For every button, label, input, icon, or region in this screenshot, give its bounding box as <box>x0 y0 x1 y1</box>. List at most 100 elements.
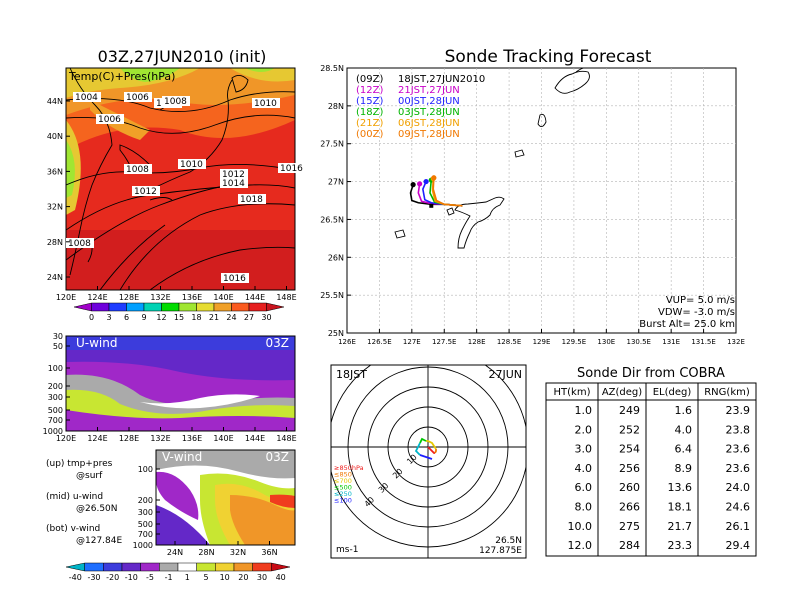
tracking-lon-tick-label: 129E <box>533 338 551 346</box>
table-cell: 29.4 <box>726 539 751 552</box>
sonde-parameters: VUP= 5.0 m/s VDW= -3.0 m/s Burst Alt= 25… <box>639 295 735 330</box>
isobar-label-bg <box>162 96 190 106</box>
table-cell: 266 <box>619 501 640 514</box>
hodograph-level-legend: ≥850hPa≤850≤700≤500≤250≤100 <box>334 464 364 505</box>
temp-colorbar-swatch <box>73 302 92 312</box>
temp-colorbar-label: 3 <box>106 313 111 322</box>
tracking-lat-tick-label: 28.5N <box>320 64 344 73</box>
tracking-legend-text: 21JST,27JUN <box>398 85 460 96</box>
isobar-label: 1008 <box>124 164 152 175</box>
uwind-frame <box>65 335 296 432</box>
table-cell: 23.3 <box>668 539 693 552</box>
map-title: 03Z,27JUN2010 (init) <box>98 47 267 66</box>
temp-colorbar-label: 0 <box>89 313 94 322</box>
wind-colorbar-label: -10 <box>125 573 138 582</box>
uwind-pressure-tick-label: 1000 <box>43 427 63 436</box>
table-cell: 1.6 <box>675 404 693 417</box>
isobar-label: 1008 <box>66 238 94 249</box>
temperature-colorbar: 0 3 6 9 12 15 18 21 24 27 30 <box>73 302 285 322</box>
tracking-lon-ticks: 126E 126.5E 127E 127.5E 128E 128.5E 129E 129.5E… <box>338 329 745 346</box>
vwind-pressure-tick-label: 200 <box>138 496 153 505</box>
isobar-label-bg <box>221 273 249 283</box>
temp-colorbar-swatch <box>178 302 197 312</box>
isobar-label-bg <box>238 194 266 204</box>
wind-colorbar-label: -5 <box>146 573 154 582</box>
tracking-lat-tick-label: 27.5N <box>320 140 344 149</box>
tracking-legend-text: 09JST,28JUN <box>398 129 460 140</box>
vwind-pressure-tick-label: 100 <box>138 465 153 474</box>
uwind-time: 03Z <box>266 336 290 350</box>
table-cell: 23.8 <box>726 423 751 436</box>
table-cell: 13.6 <box>668 481 693 494</box>
table-cell: 254 <box>619 443 640 456</box>
table-cell: 4.0 <box>675 423 693 436</box>
tracking-lat-tick-label: 27N <box>328 178 344 187</box>
table-frame <box>545 382 757 557</box>
hodograph-segment <box>427 446 435 454</box>
trajectory-end-point <box>410 182 416 188</box>
map-lon-tick-label: 136E <box>182 293 202 302</box>
table-cell: 21.7 <box>668 520 693 533</box>
uwind-field <box>66 336 295 431</box>
vup-value: VUP= 5.0 m/s <box>666 295 735 306</box>
isobar-label-bg <box>132 186 160 196</box>
table-cell: 1.0 <box>575 404 593 417</box>
uwind-lon-ticks: 120E 124E 128E 132E 136E 140E 144E 148E <box>56 427 297 443</box>
table-cell: 23.9 <box>726 404 751 417</box>
temp-colorbar-swatch <box>91 302 110 312</box>
table-cell: 23.6 <box>726 462 751 475</box>
tracking-lon-tick-label: 128.5E <box>497 338 521 346</box>
wind-colorbar-label: 1 <box>185 573 190 582</box>
hodograph-time: 18JST <box>336 368 367 381</box>
trajectory-end-point <box>431 175 437 181</box>
table-cell: 252 <box>619 423 640 436</box>
isobar-label-bg <box>252 98 280 108</box>
isobar-label: 1010 <box>252 98 280 109</box>
tracking-lon-tick-label: 126E <box>338 338 356 346</box>
map-lat-tick-label: 28N <box>47 238 63 247</box>
map-lon-ticks: 120E 124E 128E 132E 136E 140E 144E 148E <box>56 286 297 302</box>
hodograph-segment <box>434 449 437 454</box>
isobar-label-text: 1008 <box>164 97 187 107</box>
uwind-pressure-tick-label: 700 <box>48 416 63 425</box>
map-lon-tick-label: 128E <box>119 293 139 302</box>
map-lon-tick-label: 148E <box>276 293 296 302</box>
wind-colorbar-swatch <box>159 562 179 572</box>
hodograph-date: 27JUN <box>488 368 522 381</box>
tracking-legend-text: 03JST,28JUN <box>398 107 460 118</box>
table-cell: 24.0 <box>726 481 751 494</box>
uwind-lon-tick-label: 140E <box>213 434 233 443</box>
vwind-time: 03Z <box>266 450 290 464</box>
table-cell: 18.1 <box>668 501 693 514</box>
uwind-pressure-tick-label: 200 <box>48 382 63 391</box>
table-cell: 249 <box>619 404 640 417</box>
tracking-lon-tick-label: 131E <box>662 338 680 346</box>
temperature-pressure-map: 03Z,27JUN2010 (init) <box>47 47 306 322</box>
tracking-legend-tag: (15Z) <box>356 96 383 107</box>
isobar-label-text: 1008 <box>68 239 91 249</box>
isobar-label-bg <box>220 178 248 188</box>
table-header: RNG(km) <box>704 387 750 398</box>
trajectory-end-point <box>417 181 423 187</box>
sonde-tracking-panel: Sonde Tracking Forecast (09Z) 18JST,27JUN… <box>320 47 745 346</box>
uwind-lon-tick-label: 144E <box>245 434 265 443</box>
isobar-label-bg <box>220 169 248 179</box>
isobar-label: 1008 <box>162 96 190 107</box>
table-cell: 6.4 <box>675 443 693 456</box>
isobar-label-text: 1010 <box>254 99 277 109</box>
temp-colorbar-swatch <box>213 302 232 312</box>
table-cell: 3.0 <box>575 443 593 456</box>
tracking-legend-text: 18JST,27JUN2010 <box>398 74 485 85</box>
isobar-label-text: 1014 <box>222 179 245 189</box>
map-lat-tick-label: 44N <box>47 97 63 106</box>
wind-colorbar-swatch <box>140 562 160 572</box>
tracking-lon-tick-label: 127.5E <box>432 338 456 346</box>
map-lon-tick-label: 144E <box>245 293 265 302</box>
isobar-label-text: 1018 <box>240 195 263 205</box>
temp-colorbar-swatch <box>161 302 180 312</box>
vwind-title: V-wind <box>162 450 202 464</box>
wind-colorbar-swatch <box>271 562 291 572</box>
hodograph-level-label: ≥850hPa <box>334 464 364 472</box>
